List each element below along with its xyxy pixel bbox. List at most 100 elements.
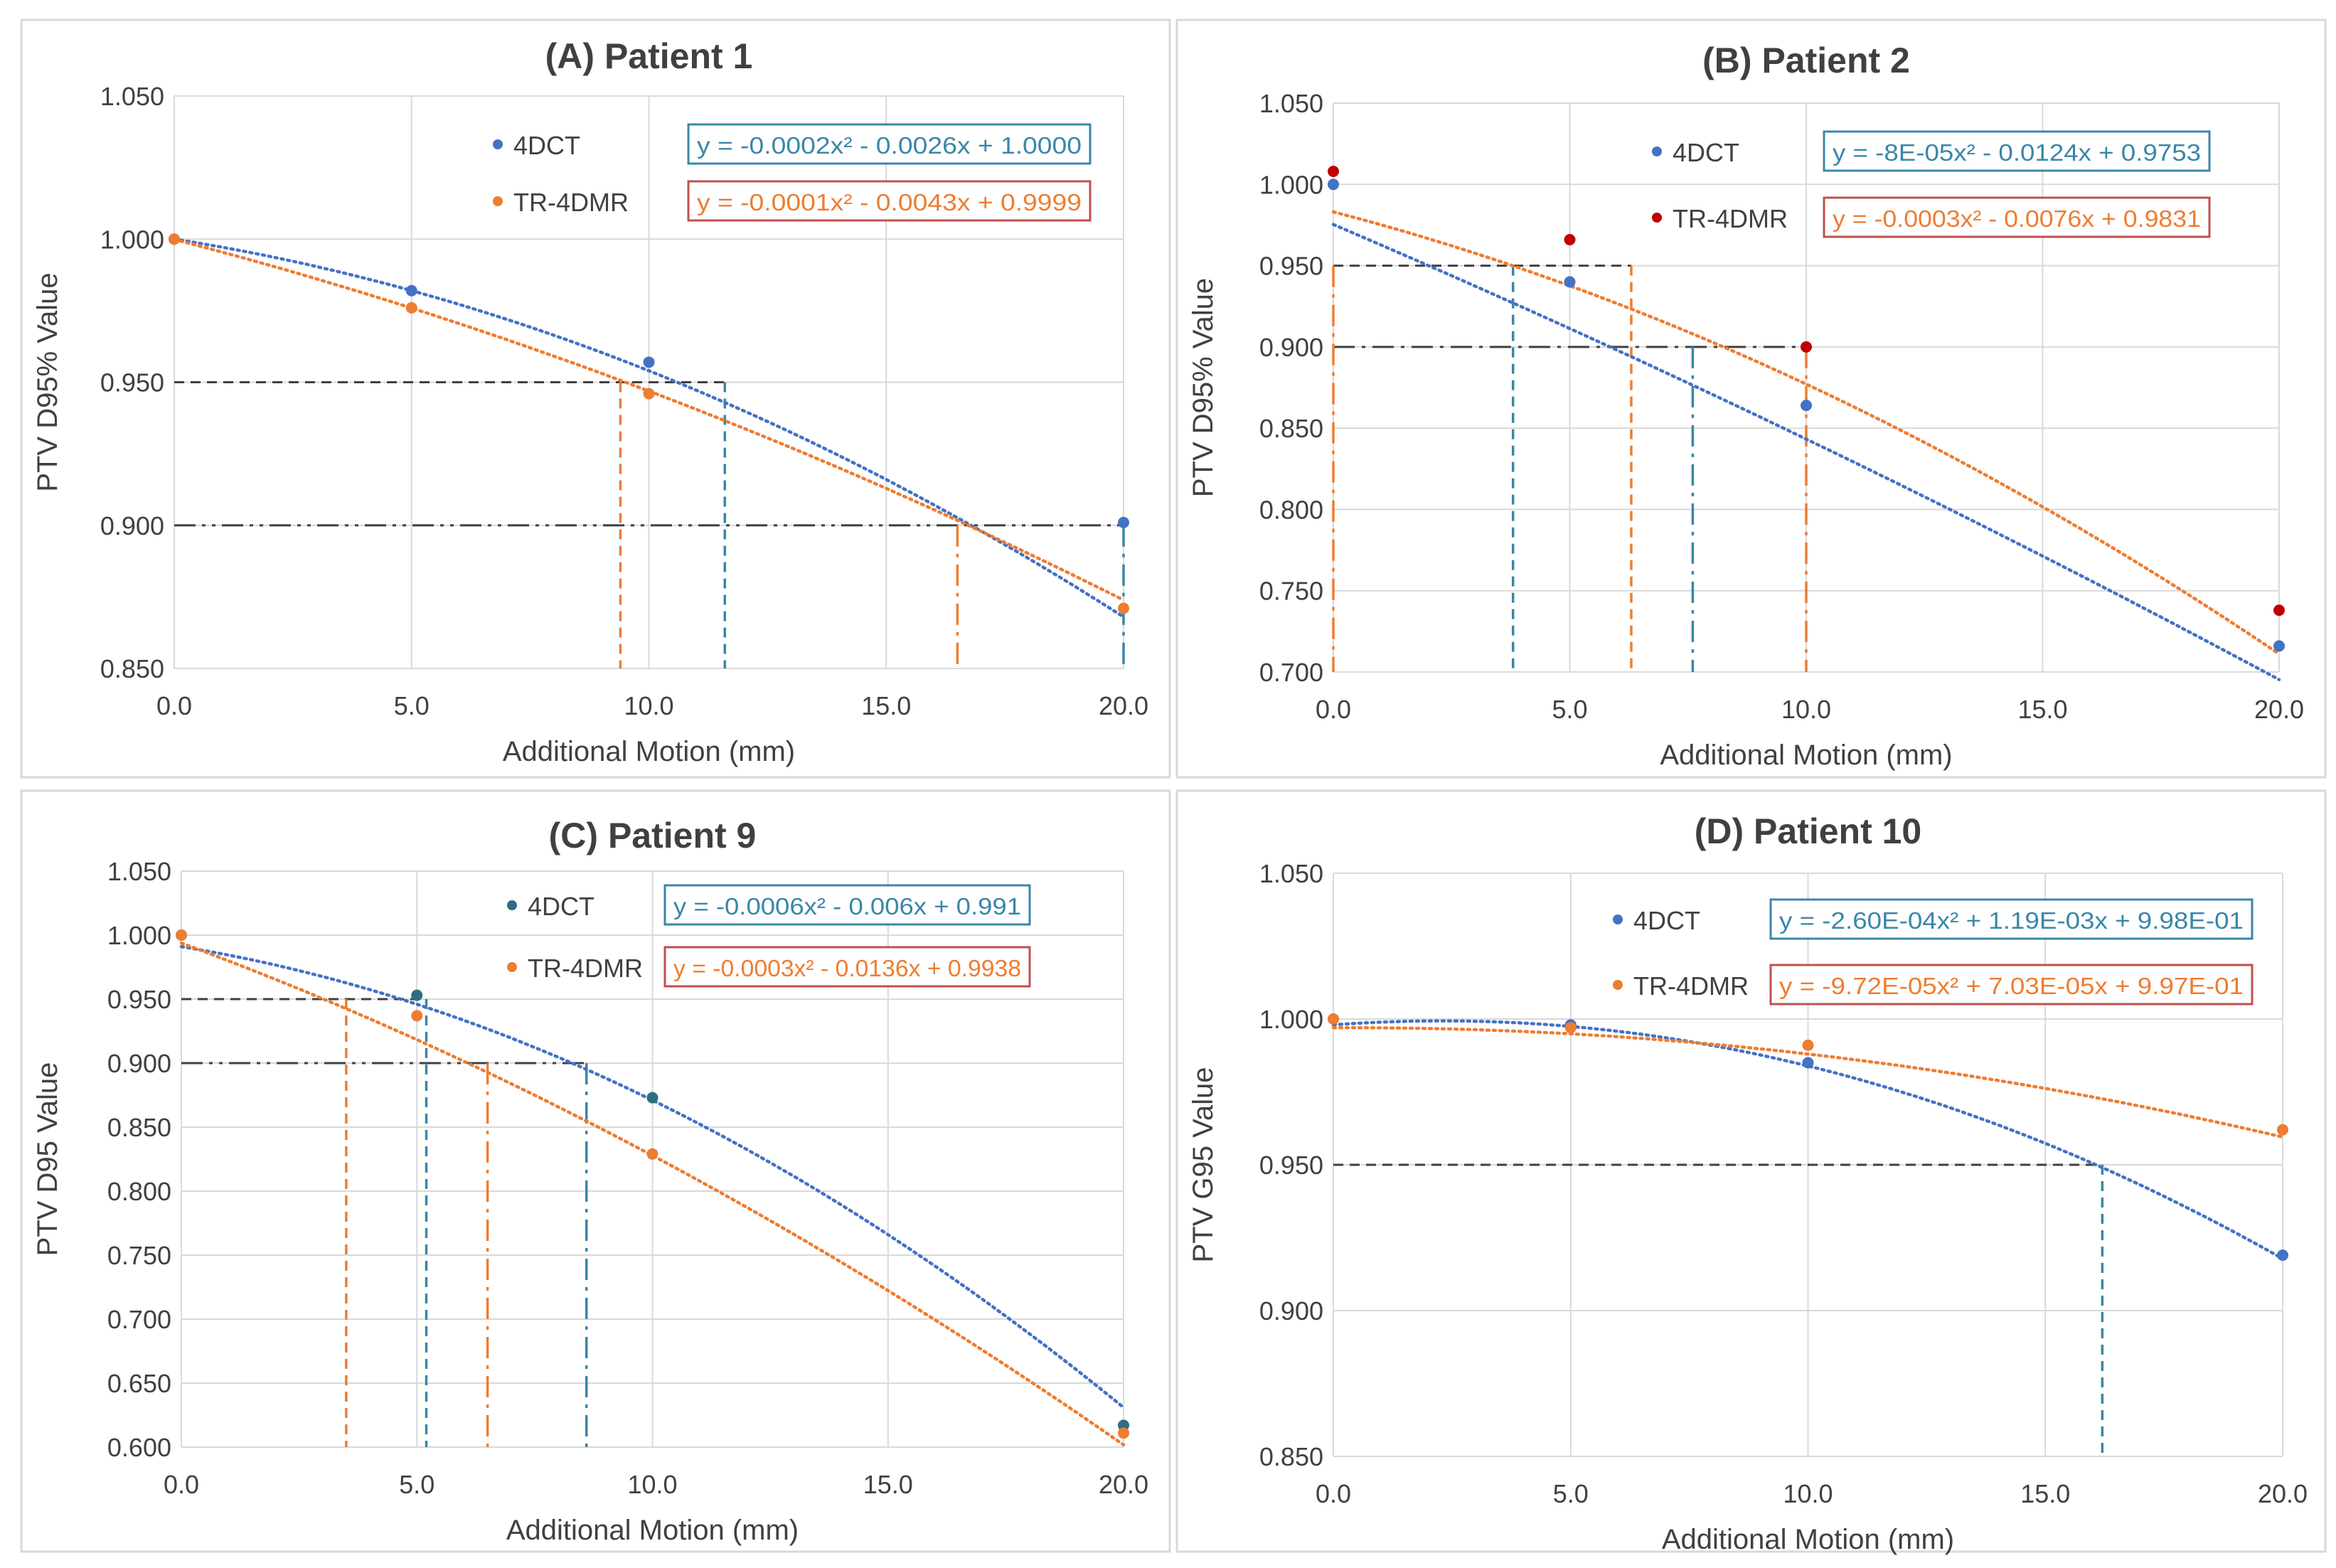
x-tick-label: 20.0: [1099, 1470, 1148, 1499]
trend-equation-box: [1823, 196, 2211, 238]
x-tick-label: 10.0: [1783, 1479, 1833, 1508]
data-point-4dct: [2273, 640, 2285, 652]
data-point-tr-4dmr: [405, 302, 417, 314]
data-point-tr-4dmr: [1118, 1427, 1129, 1439]
y-tick-label: 0.850: [1259, 414, 1323, 443]
x-tick-label: 15.0: [2017, 695, 2067, 724]
y-tick-label: 0.950: [1259, 1151, 1323, 1180]
legend-label-tr-4dmr: TR-4DMR: [513, 188, 629, 217]
y-tick-label: 1.000: [1259, 170, 1323, 199]
y-tick-label: 0.900: [1259, 1296, 1323, 1326]
x-tick-label: 10.0: [1781, 695, 1831, 724]
y-tick-label: 0.900: [107, 1049, 171, 1078]
y-tick-label: 0.800: [1259, 495, 1323, 524]
data-point-tr-4dmr: [643, 388, 655, 400]
chart-title: (B) Patient 2: [1702, 41, 1910, 80]
data-point-tr-4dmr: [2277, 1124, 2288, 1136]
x-tick-label: 15.0: [2020, 1479, 2070, 1508]
y-tick-label: 0.850: [100, 654, 164, 683]
x-tick-label: 0.0: [1316, 1479, 1351, 1508]
data-point-tr-4dmr: [1564, 234, 1576, 245]
y-tick-label: 0.700: [107, 1305, 171, 1334]
chart-title: (A) Patient 1: [545, 36, 753, 76]
data-point-tr-4dmr: [1118, 602, 1129, 614]
data-point-tr-4dmr: [411, 1010, 423, 1022]
x-tick-label: 0.0: [164, 1470, 199, 1499]
trend-equation-box: [1769, 898, 2254, 940]
trend-equation-box: [663, 884, 1031, 926]
chart-title: (C) Patient 9: [549, 816, 757, 855]
x-tick-label: 5.0: [1553, 1479, 1589, 1508]
trend-equation-box: [1769, 964, 2254, 1006]
legend-marker-4dct: [1652, 146, 1662, 156]
y-tick-label: 1.000: [107, 921, 171, 950]
trend-equation-box: [1823, 130, 2211, 172]
trend-equation: y = -0.0003x² - 0.0076x + 0.9831: [1833, 206, 2201, 232]
x-axis-label: Additional Motion (mm): [1662, 1524, 1954, 1555]
data-point-4dct: [1118, 516, 1129, 528]
x-tick-label: 10.0: [627, 1470, 677, 1499]
panel-2: 0.700 0.750 0.800 0.850 0.900 0.950 1.000 1.050…: [1175, 18, 2327, 779]
y-tick-label: 1.000: [1259, 1005, 1323, 1034]
legend-marker-4dct: [493, 139, 503, 149]
data-point-4dct: [1328, 178, 1339, 191]
trend-equation-box: [687, 123, 1092, 165]
trendline-tr-4dmr: [1331, 1026, 2285, 1139]
legend-marker-tr-4dmr: [493, 196, 503, 206]
x-axis-label: Additional Motion (mm): [1660, 740, 1952, 771]
y-tick-label: 1.050: [107, 857, 171, 886]
data-point-tr-4dmr: [646, 1148, 658, 1160]
panel-3: 0.600 0.650 0.700 0.750 0.800 0.850 0.900 0.950…: [20, 789, 1171, 1553]
trend-equation: y = -0.0001x² - 0.0043x + 0.9999: [697, 189, 1082, 215]
y-tick-label: 0.800: [107, 1177, 171, 1206]
y-tick-label: 0.650: [107, 1369, 171, 1398]
chart-title: (D) Patient 10: [1695, 811, 1922, 851]
y-tick-label: 0.950: [100, 368, 164, 398]
legend-marker-tr-4dmr: [1652, 213, 1662, 223]
y-tick-label: 1.000: [100, 225, 164, 254]
trend-equation-box: [687, 180, 1092, 222]
y-tick-label: 0.850: [1259, 1442, 1323, 1471]
legend-marker-4dct: [1613, 914, 1623, 924]
trend-equation: y = -0.0006x² - 0.006x + 0.991: [673, 893, 1021, 919]
panel-1: 0.850 0.900 0.950 1.000 1.050 0.0 5.0 10.0 15.0 2…: [20, 18, 1171, 779]
y-tick-label: 0.950: [107, 985, 171, 1014]
data-point-4dct: [405, 284, 417, 297]
x-axis-label: Additional Motion (mm): [506, 1515, 799, 1546]
x-tick-label: 15.0: [861, 691, 911, 720]
x-tick-label: 5.0: [1552, 695, 1587, 724]
x-tick-label: 10.0: [624, 691, 673, 720]
legend-marker-4dct: [507, 900, 517, 910]
y-tick-label: 1.050: [1259, 859, 1323, 888]
y-tick-label: 1.050: [100, 82, 164, 111]
legend-label-4dct: 4DCT: [528, 892, 594, 921]
legend-label-4dct: 4DCT: [1673, 138, 1739, 167]
trend-equation: y = -0.0002x² - 0.0026x + 1.0000: [697, 132, 1082, 159]
x-tick-label: 5.0: [399, 1470, 434, 1499]
legend-marker-tr-4dmr: [507, 962, 517, 972]
y-tick-label: 0.950: [1259, 252, 1323, 281]
legend-label-tr-4dmr: TR-4DMR: [1633, 971, 1749, 1001]
data-point-tr-4dmr: [1802, 1039, 1814, 1051]
legend-label-tr-4dmr: TR-4DMR: [1673, 204, 1788, 233]
x-tick-label: 20.0: [2254, 695, 2304, 724]
data-point-tr-4dmr: [2273, 604, 2285, 617]
trend-equation: y = -0.0003x² - 0.0136x + 0.9938: [673, 955, 1021, 981]
y-tick-label: 0.850: [107, 1113, 171, 1142]
data-point-4dct: [2277, 1249, 2288, 1262]
data-point-4dct: [1801, 400, 1812, 412]
y-axis-label: PTV D95 Value: [32, 1062, 63, 1257]
y-tick-label: 0.600: [107, 1433, 171, 1462]
data-point-4dct: [1564, 276, 1576, 288]
data-point-tr-4dmr: [1328, 1013, 1339, 1025]
legend-label-tr-4dmr: TR-4DMR: [528, 954, 643, 983]
y-tick-label: 0.750: [107, 1241, 171, 1270]
data-point-tr-4dmr: [169, 233, 180, 245]
trend-equation: y = -2.60E-04x² + 1.19E-03x + 9.98E-01: [1779, 907, 2244, 934]
trend-equation-box: [663, 946, 1031, 988]
legend-label-4dct: 4DCT: [513, 131, 580, 160]
x-tick-label: 5.0: [394, 691, 430, 720]
panel-4: 0.850 0.900 0.950 1.000 1.050 0.0 5.0 10.0 15.0 2…: [1175, 789, 2327, 1555]
legend-marker-tr-4dmr: [1613, 980, 1623, 990]
